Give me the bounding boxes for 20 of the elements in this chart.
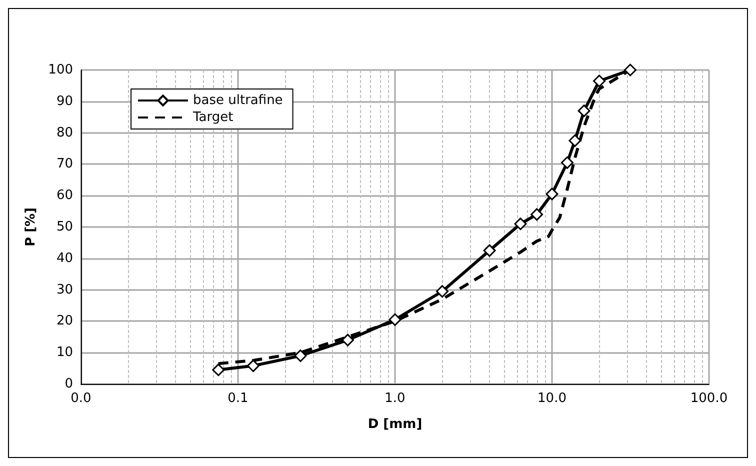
y-tick-label: 80 [56,125,73,140]
y-tick-label: 90 [56,94,73,109]
y-tick-label: 60 [56,188,73,204]
y-tick-label: 70 [56,156,73,172]
x-tick-label: 0.0 [70,391,92,406]
x-tick-label: 0.1 [228,391,248,406]
x-axis-title: D [mm] [368,417,422,432]
y-tick-label: 30 [56,282,73,298]
legend-label: base ultrafine [193,93,283,108]
x-tick-label: 100.0 [690,391,728,406]
y-tick-label: 100 [48,62,73,78]
y-tick-label: 20 [56,314,73,329]
x-tick-label: 1.0 [384,391,406,406]
y-tick-label: 40 [56,250,73,266]
legend-label: Target [192,110,234,125]
y-tick-label: 50 [56,220,73,234]
y-tick-label: 0 [64,376,73,392]
y-tick-label: 10 [56,345,73,360]
y-axis-title: P [%] [23,208,38,246]
x-tick-label: 10.0 [538,391,566,406]
